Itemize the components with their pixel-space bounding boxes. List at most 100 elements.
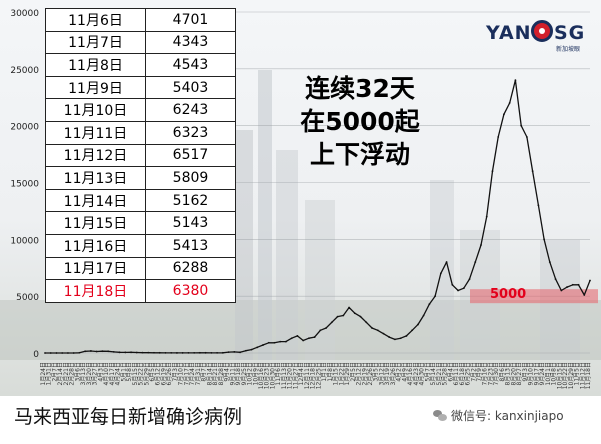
data-point: [531, 170, 534, 173]
table-row: 11月12日 6517: [45, 143, 236, 168]
y-tick-label: 0: [33, 350, 39, 360]
data-point: [399, 337, 402, 340]
data-point: [147, 351, 150, 354]
data-point: [480, 244, 482, 246]
table-date-cell: 11月6日: [45, 8, 146, 32]
table-row: 11月6日 4701: [45, 8, 236, 32]
x-tick-label: 9月18日: [235, 362, 242, 385]
data-point: [273, 341, 276, 344]
x-tick-label: 4月24日: [115, 362, 122, 385]
x-tick-labels: 1月24日1月31日2月7日2月14日2月21日2月28日3月6日3月13日3月…: [40, 362, 592, 389]
table-date-cell: 11月7日: [45, 30, 146, 55]
data-point: [336, 315, 339, 318]
data-point: [394, 338, 396, 341]
x-tick-label: 8月28日: [218, 362, 225, 385]
data-point: [451, 283, 454, 286]
data-point: [112, 350, 115, 353]
x-tick-label: 10月16日: [258, 362, 265, 389]
x-tick-label: 5月15日: [132, 362, 139, 385]
y-tick-label: 15000: [10, 180, 39, 190]
data-point: [497, 136, 500, 138]
table-value-cell: 5809: [145, 166, 236, 190]
data-point: [525, 136, 528, 138]
data-point: [508, 102, 511, 104]
data-point: [416, 323, 419, 326]
data-point: [514, 79, 517, 82]
table-row: 11月10日 6243: [45, 98, 236, 122]
data-point: [210, 351, 213, 354]
data-point: [130, 351, 132, 354]
x-tick-label: 6月4日: [447, 362, 454, 382]
table-row: 11月8日 4543: [45, 53, 236, 77]
data-point: [118, 351, 121, 354]
x-tick-label: 9月4日: [224, 362, 231, 382]
data-point: [84, 350, 87, 353]
data-point: [388, 336, 391, 338]
data-point: [589, 279, 591, 282]
data-point: [520, 124, 523, 127]
data-point: [285, 340, 287, 343]
data-point: [67, 352, 69, 354]
daily-cases-table: 11月6日 4701 11月7日 4343 11月8日 4543 11月9日 5403 11月1…: [45, 8, 236, 303]
x-tick-label: 6月5日: [149, 362, 156, 382]
x-tick-label: 4月10日: [103, 362, 110, 385]
table-value-cell: 6380: [145, 279, 236, 303]
data-point: [554, 278, 557, 281]
table-value-cell: 6243: [145, 98, 236, 122]
x-tick-label: 7月10日: [178, 362, 185, 385]
data-point: [491, 170, 494, 173]
data-point: [485, 215, 488, 218]
table-date-cell: 11月14日: [45, 188, 146, 213]
data-point: [439, 272, 442, 275]
yansg-logo: YAN SG 新加坡眼: [486, 18, 596, 56]
data-point: [405, 335, 408, 337]
x-tick-label: 11月5日: [574, 362, 581, 385]
y-tick-label: 5000: [16, 293, 39, 303]
x-tick-label: 1月8日: [327, 362, 334, 382]
data-point: [170, 352, 173, 354]
wechat-account: 微信号: kanxinjiapo: [433, 407, 564, 424]
x-tick-label: 5月28日: [442, 362, 449, 385]
data-point: [198, 351, 201, 354]
x-tick-label: 8月20日: [510, 362, 517, 385]
data-point: [365, 321, 368, 324]
x-tick-label: 5月29日: [143, 362, 150, 385]
data-point: [187, 352, 190, 354]
x-tick-label: 11月18日: [585, 362, 592, 389]
table-date-cell: 11月10日: [45, 98, 146, 122]
caption-bar: 马来西亚每日新增确诊病例 微信号: kanxinjiapo: [0, 396, 601, 444]
x-tick-label: 7月16日: [482, 362, 489, 385]
table-value-cell: 4701: [145, 8, 236, 32]
headline-line-2: 在5000起: [300, 107, 420, 136]
data-point: [411, 329, 414, 332]
data-point: [319, 329, 322, 332]
data-point: [49, 352, 52, 354]
x-tick-label: 6月11日: [453, 362, 460, 385]
x-tick-label: 4月3日: [97, 362, 104, 382]
x-tick-label: 10月22日: [562, 362, 569, 389]
reference-band-rect: [470, 289, 598, 304]
table-date-cell: 11月16日: [45, 233, 146, 258]
x-tick-label: 8月13日: [505, 362, 512, 385]
data-point: [233, 350, 236, 353]
table-date-cell: 11月17日: [45, 256, 146, 281]
data-point: [577, 283, 580, 286]
x-tick-label: 11月12日: [579, 362, 586, 389]
data-point: [348, 306, 350, 309]
y-tick-label: 25000: [10, 66, 39, 76]
table-value-cell: 4343: [145, 30, 236, 55]
x-tick-label: 4月30日: [419, 362, 426, 385]
x-tick-label: 2月19日: [361, 362, 368, 385]
data-point: [359, 315, 362, 318]
x-tick-label: 9月25日: [241, 362, 248, 385]
caption-text: 马来西亚每日新增确诊病例: [14, 406, 243, 428]
data-point: [330, 321, 333, 324]
table-value-cell: 5162: [145, 188, 236, 213]
x-tick-label: 9月3日: [522, 362, 529, 382]
x-tick-label: 4月16日: [407, 362, 414, 385]
data-point: [256, 346, 259, 349]
table-value-cell: 6517: [145, 143, 236, 168]
table-date-cell: 11月11日: [45, 120, 146, 145]
data-point: [72, 352, 75, 354]
